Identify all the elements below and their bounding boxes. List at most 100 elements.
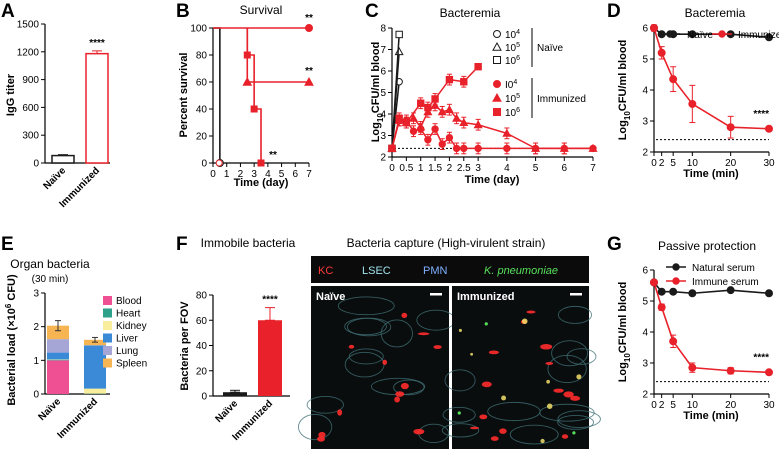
bacteria-green bbox=[457, 411, 461, 415]
stack-segment-lung bbox=[47, 339, 69, 353]
legend-label: Naïve bbox=[687, 30, 714, 41]
legend-marker bbox=[493, 108, 501, 116]
data-point bbox=[395, 30, 403, 39]
y-tick-label: 600 bbox=[22, 103, 39, 114]
y-tick-label: 4 bbox=[642, 86, 648, 97]
y-axis-label: Log10CFU/ml blood bbox=[617, 40, 632, 141]
legend-label: 106 bbox=[505, 107, 520, 119]
kupffer-cell bbox=[481, 381, 492, 388]
y-tick-label: 6 bbox=[642, 24, 648, 35]
vessel-outline bbox=[346, 317, 392, 337]
ylabel-part: Bacterial load (×10 bbox=[6, 308, 18, 406]
kupffer-cell bbox=[400, 382, 409, 390]
legend-base: 10 bbox=[505, 56, 517, 67]
vessel-outline bbox=[547, 354, 587, 384]
significance-marker: ** bbox=[269, 150, 277, 161]
legend-label: 105 bbox=[505, 93, 520, 105]
survival-point bbox=[242, 76, 253, 86]
vessel-outline bbox=[297, 413, 333, 441]
x-tick-label: 3 bbox=[475, 163, 481, 174]
bar-0 bbox=[223, 392, 247, 396]
kupffer-cell bbox=[479, 414, 488, 420]
legend-swatch bbox=[103, 308, 112, 318]
data-point bbox=[688, 99, 697, 108]
kupffer-cell bbox=[563, 391, 574, 398]
survival-line-3 bbox=[246, 28, 262, 163]
y-tick-label: 100 bbox=[190, 24, 207, 35]
chart-title: Bacteremia bbox=[440, 6, 501, 20]
survival-line-2 bbox=[246, 28, 309, 83]
legend-marker bbox=[666, 30, 674, 38]
legend-label: Immune serum bbox=[692, 277, 759, 288]
significance-marker: ** bbox=[305, 13, 313, 24]
panel-f-chart: 0 20 40 60 80 Bacteria per FOV Immobile bacter… bbox=[179, 236, 296, 443]
y-tick-label: 1200 bbox=[17, 47, 40, 58]
kupffer-cell bbox=[540, 343, 553, 350]
bacteria-green bbox=[572, 431, 576, 435]
kupffer-cell bbox=[545, 361, 554, 365]
y-tick-label: 8 bbox=[380, 24, 386, 35]
data-point bbox=[688, 289, 697, 298]
kupffer-cell bbox=[526, 310, 536, 314]
x-tick-label: 4 bbox=[265, 169, 271, 180]
legend-swatch bbox=[103, 296, 112, 305]
legend-base: 10 bbox=[505, 108, 517, 119]
data-point bbox=[395, 114, 403, 122]
vessel-outline bbox=[306, 395, 344, 414]
microscopy-panel: Bacteria capture (High-virulent strain) … bbox=[297, 236, 601, 449]
x-tick-label: 0 bbox=[651, 158, 657, 169]
x-axis-label: Time (min) bbox=[683, 410, 739, 422]
legend-swatch bbox=[103, 346, 112, 355]
data-point bbox=[409, 113, 419, 122]
ylabel-sub: 10 bbox=[623, 353, 632, 362]
y-tick-label: 20 bbox=[196, 132, 208, 143]
micro-legend-2: PMN bbox=[423, 265, 448, 277]
data-point bbox=[409, 127, 418, 135]
series-line-1 bbox=[653, 27, 770, 130]
legend-label: Blood bbox=[116, 296, 142, 307]
vessel-outline bbox=[566, 348, 597, 365]
captured-bacteria bbox=[470, 352, 474, 356]
x-tick-label: 2 bbox=[659, 158, 665, 169]
stack-segment-kidney bbox=[84, 388, 106, 394]
y-tick-label: 2 bbox=[33, 322, 39, 333]
data-point bbox=[588, 143, 598, 152]
data-point bbox=[765, 33, 773, 42]
y-tick-label: 2 bbox=[380, 153, 386, 164]
y-tick-label: 3 bbox=[642, 359, 648, 370]
kupffer-cell bbox=[490, 436, 499, 441]
data-point bbox=[417, 99, 425, 107]
captured-bacteria bbox=[458, 328, 462, 332]
vessel-outline bbox=[551, 340, 589, 367]
kupffer-cell bbox=[553, 388, 564, 393]
panel-label-d: D bbox=[607, 1, 621, 22]
data-point bbox=[688, 30, 697, 39]
x-tick-label: 6 bbox=[293, 169, 299, 180]
vessel-outline bbox=[509, 424, 559, 445]
ylabel-part: CFU) bbox=[6, 274, 18, 304]
kupffer-cell bbox=[401, 312, 408, 319]
legend-marker bbox=[492, 92, 502, 102]
stack-segment-liver bbox=[84, 345, 106, 389]
stack-segment-blood bbox=[47, 360, 69, 394]
x-category-label: Immunized bbox=[55, 396, 100, 441]
x-axis-label: Time (day) bbox=[234, 177, 289, 189]
y-axis-label: Log10CFU/ml blood bbox=[617, 282, 632, 383]
legend-exp: 5 bbox=[516, 93, 520, 100]
y-tick-label: 3 bbox=[33, 289, 39, 300]
legend-base: 10 bbox=[505, 94, 517, 105]
ylabel-part: CFU/ml blood bbox=[370, 42, 382, 114]
scale-bar-left bbox=[430, 293, 442, 296]
vessel-outline bbox=[557, 414, 595, 430]
chart-title: Organ bacteria bbox=[10, 257, 90, 271]
legend-marker bbox=[492, 41, 502, 51]
y-tick-label: 900 bbox=[22, 75, 39, 86]
legend-group-naive: Naïve bbox=[537, 43, 564, 54]
data-point bbox=[726, 123, 735, 132]
y-tick-label: 6 bbox=[642, 266, 648, 277]
legend-label: Lung bbox=[116, 346, 138, 357]
data-point bbox=[424, 103, 432, 112]
